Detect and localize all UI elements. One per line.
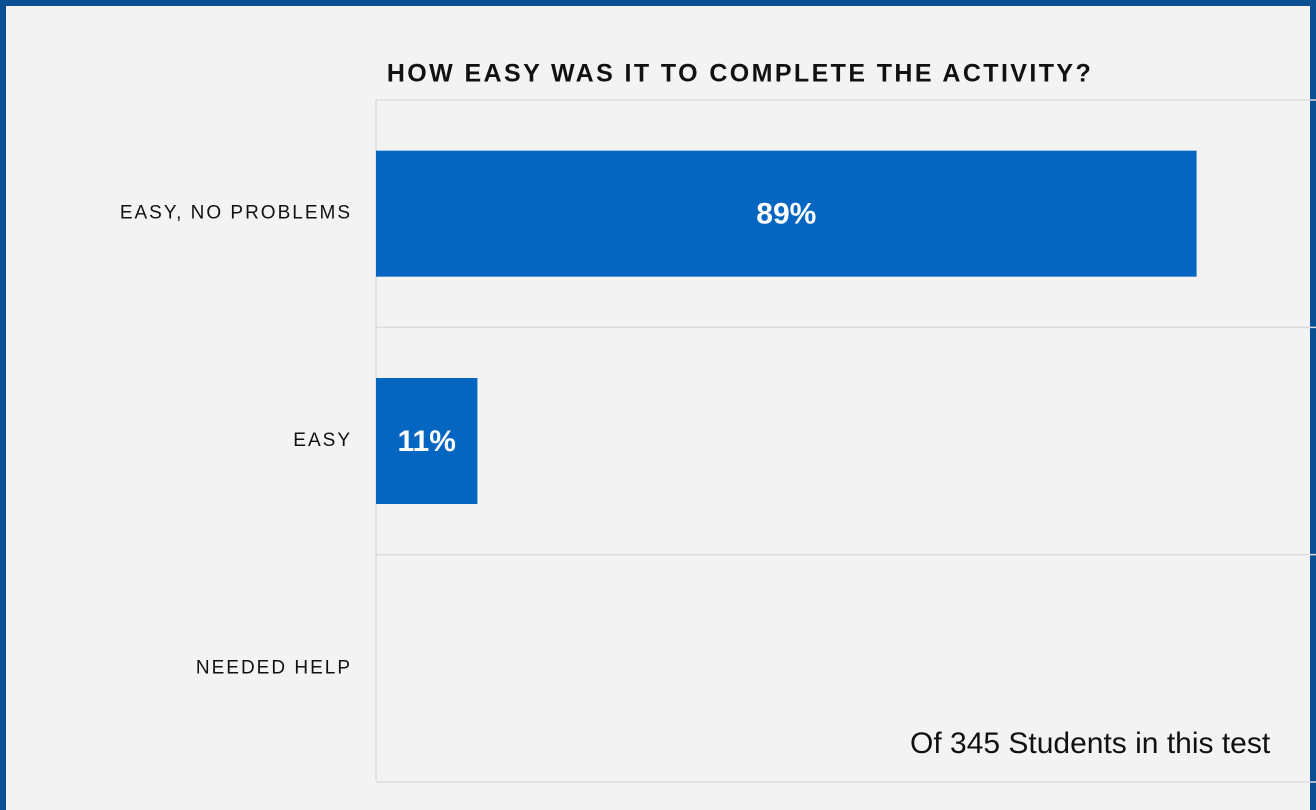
data-label: 89% [756,198,816,231]
bar [376,378,478,504]
chart-title: HOW EASY WAS IT TO COMPLETE THE ACTIVITY… [387,60,1093,88]
data-label: 11% [398,425,456,458]
bar [376,150,1197,277]
category-label: EASY, NO PROBLEMS [120,203,352,224]
category-label: NEEDED HELP [196,657,352,678]
category-label: EASY [293,430,352,451]
annotation: Of 345 Students in this test [910,727,1271,760]
